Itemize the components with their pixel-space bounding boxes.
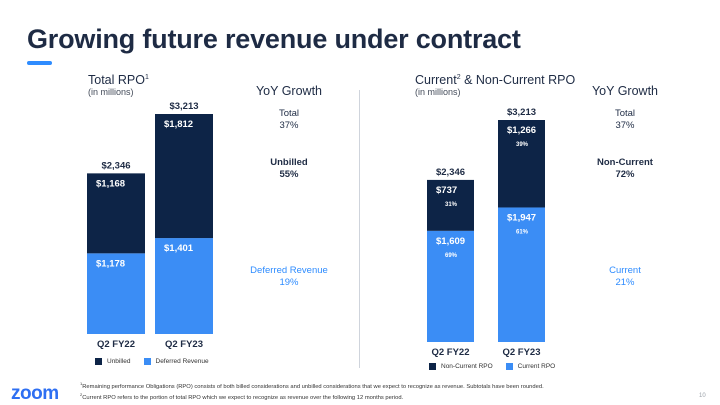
left-stat-unbilled-value: 55% xyxy=(279,169,299,180)
footnote-2: 2Current RPO refers to the portion of to… xyxy=(80,391,544,402)
right-stat-total: Total 37% xyxy=(570,108,680,132)
chart2-pct-label-1-2: 61% xyxy=(516,229,529,235)
chart1-value-label-2-1: $1,168 xyxy=(96,178,125,189)
chart2-value-label-2-2: $1,266 xyxy=(507,125,536,136)
footnote-1-text: Remaining performance Obligations (RPO) … xyxy=(82,383,544,390)
footnotes: 1Remaining performance Obligations (RPO)… xyxy=(80,380,544,402)
legend-swatch-noncurrent xyxy=(429,363,436,370)
chart1-category-label-2: Q2 FY23 xyxy=(165,339,203,350)
footnote-1-sup: 1 xyxy=(80,381,83,386)
left-stat-deferred: Deferred Revenue 19% xyxy=(234,265,344,289)
right-yoy-title: YoY Growth xyxy=(591,84,658,98)
chart2-pct-label-2-1: 31% xyxy=(445,202,458,208)
right-stat-current-label: Current xyxy=(609,265,641,276)
left-header-sup: 1 xyxy=(144,73,149,81)
right-stat-total-value: 37% xyxy=(615,120,635,131)
legend-label-unbilled: Unbilled xyxy=(107,358,131,365)
chart2-bar-current-rpo-1 xyxy=(427,230,474,342)
chart2-bar-non-current-rpo-2 xyxy=(498,120,545,208)
right-stat-current: Current 21% xyxy=(570,265,680,289)
right-header-rest: & Non-Current RPO xyxy=(460,73,576,87)
zoom-logo: zoom xyxy=(11,383,59,404)
right-stat-current-value: 21% xyxy=(615,277,635,288)
legend-label-noncurrent: Non-Current RPO xyxy=(441,363,493,370)
footnote-1: 1Remaining performance Obligations (RPO)… xyxy=(80,380,544,391)
chart1-category-label-1: Q2 FY22 xyxy=(97,339,135,350)
chart2-pct-label-1-1: 69% xyxy=(445,253,458,259)
left-stat-total-label: Total xyxy=(278,108,300,119)
right-chart-header: Current2 & Non-Current RPO xyxy=(415,73,575,87)
left-header-text: Total RPO xyxy=(88,73,145,87)
chart1-bar-unbilled-1 xyxy=(87,173,145,254)
chart1-bar-unbilled-2 xyxy=(155,114,213,239)
chart1-total-label-2: $3,213 xyxy=(169,101,198,112)
chart1-bar-deferred-revenue-1 xyxy=(87,253,145,334)
title-accent-bar xyxy=(27,61,52,65)
left-stat-total-value: 37% xyxy=(279,120,299,131)
legend-swatch-unbilled xyxy=(95,358,102,365)
panel-divider xyxy=(359,90,360,368)
right-legend: Non-Current RPO Current RPO xyxy=(429,363,555,370)
legend-swatch-current xyxy=(505,363,513,370)
chart1-total-label-1: $2,346 xyxy=(101,160,130,171)
chart2-value-label-1-2: $1,947 xyxy=(507,212,536,223)
chart2-total-label-2: $3,213 xyxy=(507,107,536,118)
page-number: 10 xyxy=(699,393,706,399)
legend-label-current: Current RPO xyxy=(517,363,556,370)
chart1-value-label-1-1: $1,178 xyxy=(96,258,125,269)
right-stat-noncurrent: Non-Current 72% xyxy=(570,157,680,181)
legend-swatch-deferred xyxy=(143,358,151,365)
left-stat-deferred-label: Deferred Revenue xyxy=(250,265,328,276)
right-header-sup: 2 xyxy=(456,73,461,81)
chart1-value-label-1-2: $1,401 xyxy=(164,243,194,254)
chart2-value-label-1-1: $1,609 xyxy=(436,236,465,247)
footnote-2-sup: 2 xyxy=(80,391,83,397)
chart1-value-label-2-2: $1,812 xyxy=(164,119,193,130)
chart2-category-label-1: Q2 FY22 xyxy=(431,347,469,358)
right-chart-subtitle: (in millions) xyxy=(415,87,461,97)
left-chart-subtitle: (in millions) xyxy=(88,87,134,97)
left-legend: Unbilled Deferred Revenue xyxy=(95,358,209,365)
right-stat-noncurrent-label: Non-Current xyxy=(597,157,653,168)
chart2-bar-current-rpo-2 xyxy=(498,207,545,342)
chart2-pct-label-2-2: 39% xyxy=(516,142,529,148)
left-stat-deferred-value: 19% xyxy=(279,277,299,288)
left-yoy-title: YoY Growth xyxy=(255,84,322,98)
right-stat-noncurrent-value: 72% xyxy=(615,169,635,180)
chart2-value-label-2-1: $737 xyxy=(436,185,457,196)
page-title: Growing future revenue under contract xyxy=(27,24,521,54)
left-stat-unbilled-label: Unbilled xyxy=(270,157,308,168)
left-stat-total: Total 37% xyxy=(234,108,344,132)
legend-label-deferred: Deferred Revenue xyxy=(155,358,209,365)
chart2-category-label-2: Q2 FY23 xyxy=(502,347,540,358)
chart1-bar-deferred-revenue-2 xyxy=(155,238,213,334)
right-header-text: Current xyxy=(415,73,457,87)
left-stat-unbilled: Unbilled 55% xyxy=(234,157,344,181)
right-stat-total-label: Total xyxy=(614,108,636,119)
footnote-2-text: Current RPO refers to the portion of tot… xyxy=(82,394,404,401)
chart2-bar-non-current-rpo-1 xyxy=(427,179,474,231)
chart2-total-label-1: $2,346 xyxy=(436,167,465,178)
left-chart-header: Total RPO1 xyxy=(88,73,149,87)
